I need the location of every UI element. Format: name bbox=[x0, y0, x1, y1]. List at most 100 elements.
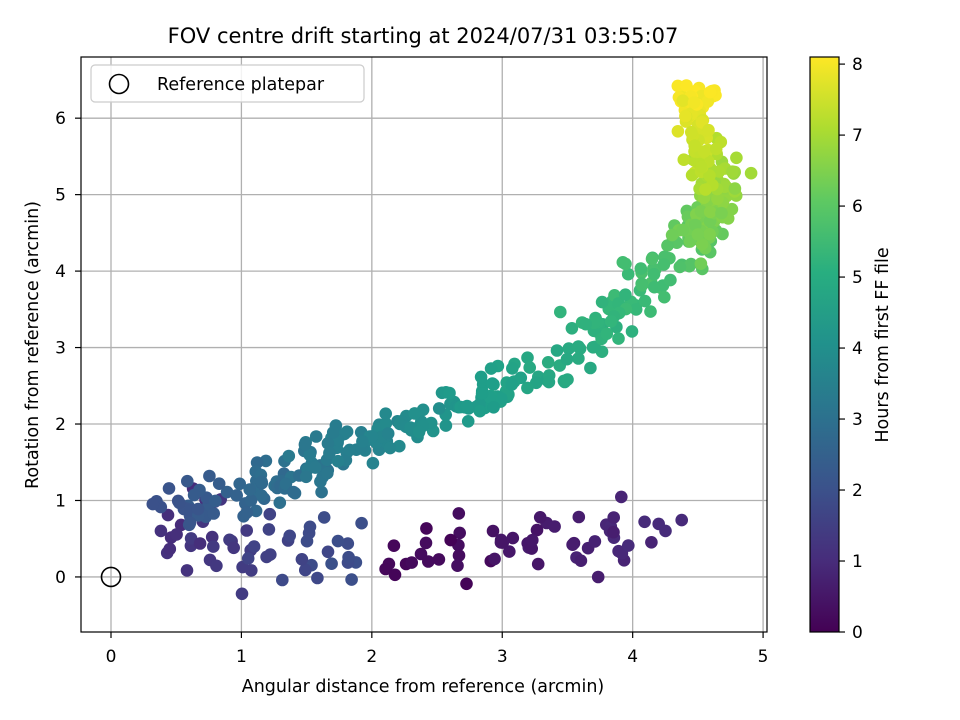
data-point bbox=[341, 537, 355, 550]
data-point bbox=[276, 573, 289, 587]
data-point bbox=[688, 139, 701, 152]
data-point bbox=[432, 553, 446, 566]
data-point bbox=[715, 206, 728, 220]
data-point bbox=[521, 351, 534, 365]
data-point bbox=[315, 485, 328, 499]
data-point bbox=[647, 268, 661, 281]
data-point bbox=[473, 404, 487, 418]
data-point bbox=[379, 417, 393, 430]
data-point bbox=[506, 531, 520, 545]
data-point bbox=[163, 542, 177, 556]
data-point bbox=[317, 511, 331, 524]
data-point bbox=[299, 470, 313, 484]
data-point bbox=[531, 557, 545, 571]
data-point bbox=[383, 441, 397, 455]
data-point bbox=[227, 541, 240, 555]
data-point bbox=[671, 125, 685, 138]
y-axis-ticks: 0 1 2 3 4 5 6 bbox=[55, 109, 81, 588]
data-point bbox=[342, 550, 355, 564]
x-axis-ticks: 0 1 2 3 4 5 bbox=[106, 632, 769, 667]
data-point bbox=[676, 223, 689, 237]
data-point bbox=[220, 485, 234, 499]
data-point bbox=[207, 507, 220, 520]
data-point bbox=[191, 502, 205, 516]
data-point bbox=[439, 419, 453, 432]
data-point bbox=[173, 496, 186, 510]
data-point bbox=[695, 238, 709, 251]
y-tick-label: 4 bbox=[55, 262, 66, 282]
data-point bbox=[299, 563, 312, 577]
data-point bbox=[635, 279, 649, 292]
data-point bbox=[183, 516, 197, 530]
data-point bbox=[514, 371, 528, 385]
data-point bbox=[566, 538, 579, 551]
data-point bbox=[607, 525, 620, 539]
legend-box bbox=[90, 64, 365, 103]
colorbar-tick-label: 4 bbox=[852, 339, 863, 359]
data-point bbox=[298, 438, 312, 451]
data-point bbox=[309, 430, 323, 443]
data-point bbox=[621, 267, 635, 281]
data-point bbox=[703, 227, 716, 241]
data-point bbox=[709, 142, 723, 156]
plot-frame bbox=[80, 56, 768, 633]
legend-entry-reference-platepar: Reference platepar bbox=[157, 75, 325, 95]
data-point bbox=[241, 552, 255, 565]
data-point bbox=[309, 461, 322, 474]
data-point bbox=[657, 258, 671, 271]
data-point bbox=[484, 362, 498, 375]
data-point bbox=[245, 564, 258, 577]
data-point bbox=[323, 446, 336, 460]
data-point bbox=[572, 352, 585, 365]
legend: Reference platepar bbox=[90, 64, 365, 103]
y-tick-label: 5 bbox=[55, 186, 66, 206]
data-point bbox=[648, 280, 661, 294]
data-point bbox=[638, 515, 651, 529]
data-point bbox=[730, 151, 743, 165]
data-point bbox=[664, 273, 677, 287]
data-point bbox=[193, 537, 207, 550]
data-point bbox=[355, 516, 368, 530]
colorbar-gradient bbox=[809, 56, 840, 633]
data-point bbox=[181, 474, 194, 488]
data-point bbox=[451, 559, 464, 572]
data-point bbox=[685, 125, 698, 139]
data-point bbox=[644, 305, 657, 318]
legend-marker-reference-platepar bbox=[108, 73, 130, 95]
data-point bbox=[244, 494, 258, 507]
data-point bbox=[574, 554, 588, 567]
data-point bbox=[381, 427, 395, 440]
data-point bbox=[505, 378, 519, 391]
data-point bbox=[161, 508, 175, 522]
data-point bbox=[604, 315, 618, 328]
data-point bbox=[287, 485, 300, 499]
data-point bbox=[366, 456, 380, 470]
data-point bbox=[661, 239, 674, 252]
data-point bbox=[689, 218, 702, 232]
data-point bbox=[444, 533, 458, 547]
data-points bbox=[146, 79, 758, 601]
data-point bbox=[311, 571, 324, 585]
data-point bbox=[300, 534, 314, 548]
data-point bbox=[453, 526, 467, 540]
data-point bbox=[321, 466, 334, 480]
data-point bbox=[675, 513, 688, 527]
data-point bbox=[331, 534, 345, 548]
data-point bbox=[625, 325, 639, 338]
data-point bbox=[356, 435, 369, 448]
data-point bbox=[486, 524, 500, 538]
data-point bbox=[638, 294, 652, 308]
x-tick-label: 2 bbox=[366, 647, 377, 667]
data-point bbox=[321, 545, 335, 559]
data-point bbox=[665, 228, 679, 242]
data-point bbox=[303, 448, 317, 462]
data-point bbox=[343, 443, 357, 457]
data-point bbox=[279, 477, 293, 491]
data-point bbox=[273, 496, 287, 510]
data-point bbox=[146, 497, 160, 511]
data-point bbox=[210, 559, 223, 573]
data-point bbox=[321, 437, 335, 450]
data-point bbox=[170, 528, 183, 541]
data-point bbox=[676, 94, 690, 107]
x-tick-label: 5 bbox=[758, 647, 769, 667]
